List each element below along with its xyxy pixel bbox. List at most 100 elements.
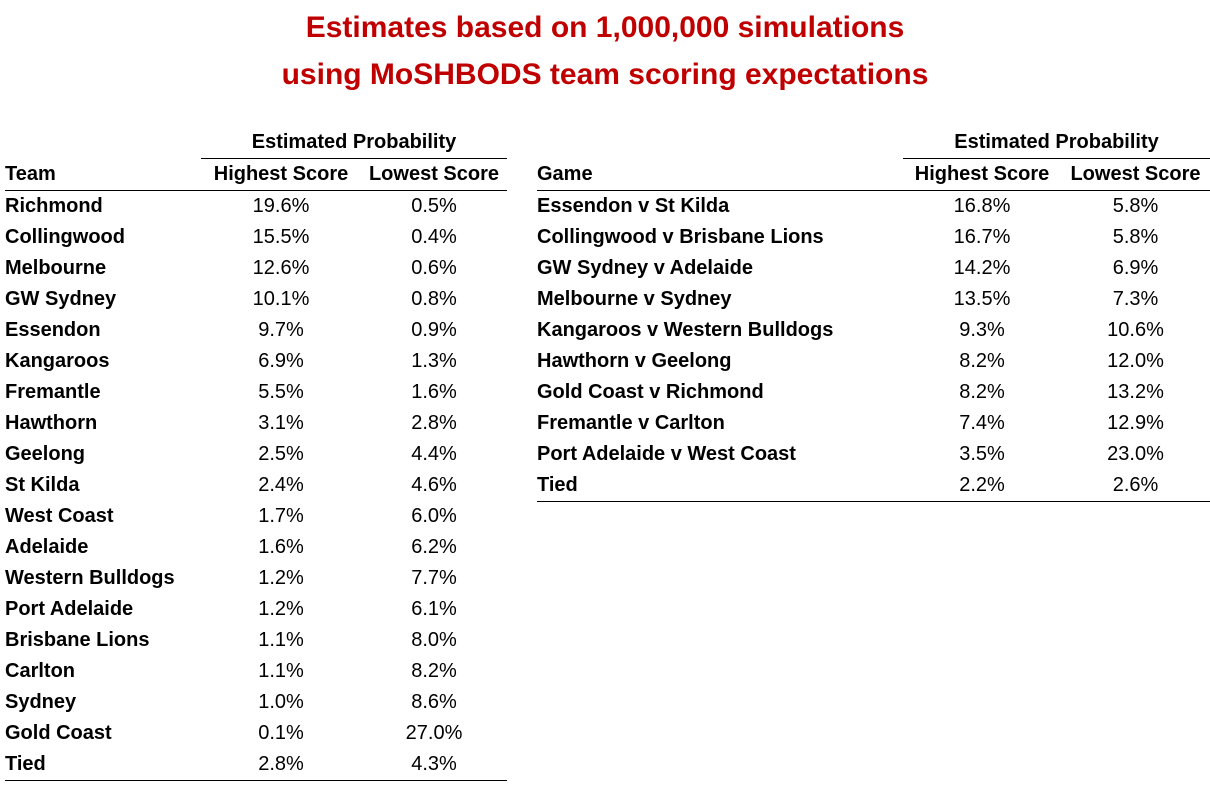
table-row: Western Bulldogs 1.2% 7.7%: [5, 563, 507, 594]
highest-score-value: 5.5%: [258, 381, 304, 403]
lowest-score-value: 2.8%: [411, 412, 457, 434]
table-row: Tied 2.8% 4.3%: [5, 749, 507, 781]
group-header: Estimated Probability: [903, 127, 1210, 159]
table-row: West Coast 1.7% 6.0%: [5, 501, 507, 532]
lowest-score-value: 10.6%: [1107, 319, 1164, 341]
table-row: Hawthorn 3.1% 2.8%: [5, 408, 507, 439]
row-name: Richmond: [5, 195, 103, 217]
row-name: St Kilda: [5, 474, 80, 496]
table-row: Melbourne v Sydney 13.5% 7.3%: [537, 284, 1210, 315]
row-name: Hawthorn: [5, 412, 98, 434]
title-line-1: Estimates based on 1,000,000 simulations: [305, 11, 905, 44]
group-header-row: Estimated Probability: [537, 127, 1210, 159]
lowest-score-value: 0.5%: [411, 195, 457, 217]
lowest-score-value: 12.9%: [1107, 412, 1164, 434]
row-name: Hawthorn v Geelong: [537, 350, 732, 372]
row-name: Sydney: [5, 691, 77, 713]
lowest-score-value: 8.2%: [411, 660, 457, 682]
table-row: Richmond 19.6% 0.5%: [5, 191, 507, 223]
table-row: Adelaide 1.6% 6.2%: [5, 532, 507, 563]
lowest-score-value: 2.6%: [1061, 470, 1210, 502]
column-header-row: Game Highest Score Lowest Score: [537, 158, 1210, 191]
lowest-score-value: 7.3%: [1112, 288, 1159, 310]
column-header-game: Game: [537, 158, 903, 191]
row-name: Melbourne: [5, 257, 107, 279]
highest-score-value: 10.1%: [252, 288, 310, 310]
row-name: Adelaide: [5, 536, 89, 558]
row-name: Geelong: [5, 443, 86, 465]
table-row: Collingwood v Brisbane Lions 16.7% 5.8%: [537, 222, 1210, 253]
highest-score-value: 9.7%: [258, 319, 304, 341]
lowest-score-value: 13.2%: [1107, 381, 1164, 403]
highest-score-value: 15.5%: [252, 226, 310, 248]
table-row: St Kilda 2.4% 4.6%: [5, 470, 507, 501]
column-header-highest-score: Highest Score: [903, 158, 1061, 191]
highest-score-value: 1.1%: [258, 660, 304, 682]
lowest-score-value: 5.8%: [1112, 195, 1159, 217]
lowest-score-value: 27.0%: [405, 722, 463, 744]
column-header-row: Team Highest Score Lowest Score: [5, 158, 507, 191]
row-name: Essendon v St Kilda: [537, 195, 730, 217]
lowest-score-value: 7.7%: [411, 567, 457, 589]
highest-score-value: 3.1%: [258, 412, 304, 434]
group-header-row: Estimated Probability: [5, 127, 507, 159]
row-name: Port Adelaide v West Coast: [537, 443, 796, 465]
lowest-score-value: 8.6%: [411, 691, 457, 713]
table-row: Gold Coast v Richmond 8.2% 13.2%: [537, 377, 1210, 408]
table-row: Brisbane Lions 1.1% 8.0%: [5, 625, 507, 656]
row-name: Kangaroos v Western Bulldogs: [537, 319, 834, 341]
table-row: Fremantle v Carlton 7.4% 12.9%: [537, 408, 1210, 439]
highest-score-value: 12.6%: [252, 257, 310, 279]
table-row: Geelong 2.5% 4.4%: [5, 439, 507, 470]
highest-score-value: 9.3%: [959, 319, 1005, 341]
row-name: Tied: [537, 470, 903, 502]
highest-score-value: 1.2%: [258, 567, 304, 589]
lowest-score-value: 4.4%: [411, 443, 457, 465]
table-row: GW Sydney v Adelaide 14.2% 6.9%: [537, 253, 1210, 284]
lowest-score-value: 23.0%: [1107, 443, 1164, 465]
lowest-score-value: 0.9%: [411, 319, 457, 341]
highest-score-value: 1.7%: [258, 505, 304, 527]
lowest-score-value: 0.8%: [411, 288, 457, 310]
highest-score-value: 3.5%: [959, 443, 1005, 465]
highest-score-value: 19.6%: [252, 195, 310, 217]
row-name: Collingwood: [5, 226, 125, 248]
highest-score-value: 2.8%: [201, 749, 361, 781]
row-name: Essendon: [5, 319, 101, 341]
row-name: Carlton: [5, 660, 75, 682]
row-name: West Coast: [5, 505, 114, 527]
table-row: Carlton 1.1% 8.2%: [5, 656, 507, 687]
table-row: Essendon v St Kilda 16.8% 5.8%: [537, 191, 1210, 223]
row-name: Gold Coast v Richmond: [537, 381, 764, 403]
lowest-score-value: 0.6%: [411, 257, 457, 279]
highest-score-value: 6.9%: [258, 350, 304, 372]
lowest-score-value: 6.2%: [411, 536, 457, 558]
lowest-score-value: 6.1%: [411, 598, 457, 620]
highest-score-value: 1.2%: [258, 598, 304, 620]
highest-score-value: 1.6%: [258, 536, 304, 558]
highest-score-value: 2.4%: [258, 474, 304, 496]
table-row: Tied 2.2% 2.6%: [537, 470, 1210, 502]
lowest-score-value: 0.4%: [411, 226, 457, 248]
lowest-score-value: 5.8%: [1112, 226, 1159, 248]
highest-score-value: 16.7%: [953, 226, 1011, 248]
lowest-score-value: 6.9%: [1112, 257, 1159, 279]
table-row: Sydney 1.0% 8.6%: [5, 687, 507, 718]
row-name: GW Sydney v Adelaide: [537, 257, 753, 279]
row-name: Melbourne v Sydney: [537, 288, 732, 310]
table-row: Gold Coast 0.1% 27.0%: [5, 718, 507, 749]
title-line-2: using MoSHBODS team scoring expectations: [281, 58, 929, 91]
highest-score-value: 1.0%: [258, 691, 304, 713]
row-name: Kangaroos: [5, 350, 110, 372]
table-row: Essendon 9.7% 0.9%: [5, 315, 507, 346]
team-probability-table: Estimated Probability Team Highest Score…: [5, 127, 507, 781]
column-header-team: Team: [5, 158, 201, 191]
table-row: Kangaroos 6.9% 1.3%: [5, 346, 507, 377]
row-name: Collingwood v Brisbane Lions: [537, 226, 824, 248]
table-row: Melbourne 12.6% 0.6%: [5, 253, 507, 284]
row-name: Port Adelaide: [5, 598, 134, 620]
row-name: Fremantle: [5, 381, 101, 403]
lowest-score-value: 6.0%: [411, 505, 457, 527]
group-header: Estimated Probability: [201, 127, 507, 159]
row-name: Western Bulldogs: [5, 567, 175, 589]
